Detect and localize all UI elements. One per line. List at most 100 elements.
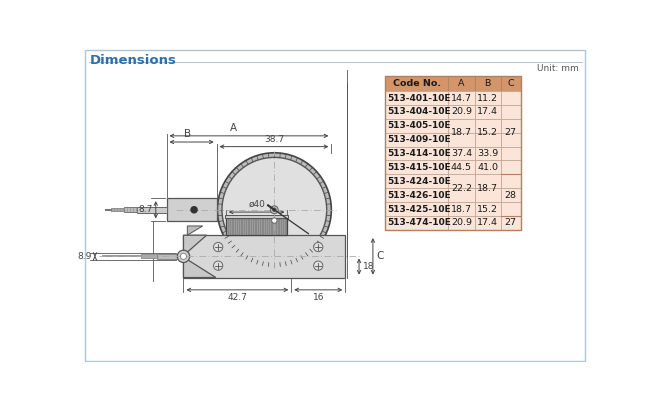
Text: C: C xyxy=(377,252,384,261)
Bar xyxy=(501,188,521,202)
Text: 18.7: 18.7 xyxy=(451,128,472,137)
Text: 33.9: 33.9 xyxy=(477,149,498,158)
Bar xyxy=(385,76,449,91)
Circle shape xyxy=(177,250,190,263)
Text: 20.9: 20.9 xyxy=(451,107,472,116)
Text: 513-426-10E: 513-426-10E xyxy=(388,190,451,200)
Bar xyxy=(385,174,449,188)
Bar xyxy=(501,202,521,216)
Circle shape xyxy=(271,206,278,214)
Bar xyxy=(385,216,449,230)
Text: 513-414-10E: 513-414-10E xyxy=(388,149,451,158)
Bar xyxy=(475,91,501,105)
Text: 18: 18 xyxy=(363,262,374,271)
Bar xyxy=(449,76,475,91)
Bar xyxy=(385,119,449,133)
Bar xyxy=(385,160,449,174)
Bar xyxy=(475,105,501,119)
Bar xyxy=(501,119,521,133)
Bar xyxy=(501,174,521,188)
Polygon shape xyxy=(187,226,203,235)
Bar xyxy=(449,133,475,147)
Bar xyxy=(156,254,184,259)
Text: 15.2: 15.2 xyxy=(477,128,498,137)
Circle shape xyxy=(222,158,327,262)
Text: 513-415-10E: 513-415-10E xyxy=(388,163,451,172)
Bar xyxy=(501,105,521,119)
Bar xyxy=(501,133,521,147)
Polygon shape xyxy=(184,235,216,278)
Text: 22.2: 22.2 xyxy=(451,184,472,193)
Circle shape xyxy=(314,243,323,252)
Bar xyxy=(475,174,501,188)
Bar xyxy=(141,254,156,258)
Text: 27: 27 xyxy=(505,128,517,137)
Text: 513-405-10E: 513-405-10E xyxy=(388,121,451,130)
Bar xyxy=(449,216,475,230)
Text: 28: 28 xyxy=(505,190,517,200)
Text: 41.0: 41.0 xyxy=(477,163,498,172)
Bar xyxy=(501,216,521,230)
Bar xyxy=(385,91,449,105)
Text: 38.7: 38.7 xyxy=(264,135,284,144)
Bar xyxy=(385,202,449,216)
Circle shape xyxy=(273,208,276,211)
Bar xyxy=(385,147,449,160)
Bar xyxy=(167,198,216,221)
Text: 513-425-10E: 513-425-10E xyxy=(388,204,451,214)
Text: 513-409-10E: 513-409-10E xyxy=(388,135,451,144)
Text: 18.7: 18.7 xyxy=(477,184,498,193)
Bar xyxy=(385,105,449,119)
Bar xyxy=(475,147,501,160)
Bar xyxy=(124,208,137,212)
Text: A: A xyxy=(230,123,237,133)
Text: 15.2: 15.2 xyxy=(477,204,498,214)
Bar xyxy=(501,76,521,91)
Circle shape xyxy=(213,243,223,252)
Bar xyxy=(449,160,475,174)
Bar xyxy=(475,216,501,230)
Text: 20.9: 20.9 xyxy=(451,219,472,228)
Text: ø40: ø40 xyxy=(249,200,265,209)
Text: 11.2: 11.2 xyxy=(477,94,498,103)
Bar xyxy=(385,76,521,230)
Bar xyxy=(111,208,124,211)
Text: C: C xyxy=(508,79,514,88)
Text: 14.7: 14.7 xyxy=(451,94,472,103)
Bar xyxy=(449,119,475,133)
Circle shape xyxy=(213,261,223,270)
Text: Dimensions: Dimensions xyxy=(90,54,177,67)
Bar xyxy=(449,147,475,160)
Text: 513-404-10E: 513-404-10E xyxy=(388,107,451,116)
Circle shape xyxy=(314,261,323,270)
Bar xyxy=(226,218,288,235)
Bar xyxy=(184,235,345,278)
Bar xyxy=(475,133,501,147)
Bar xyxy=(501,147,521,160)
Text: 513-424-10E: 513-424-10E xyxy=(388,177,451,186)
Text: 513-401-10E: 513-401-10E xyxy=(388,94,451,103)
Bar xyxy=(449,202,475,216)
Circle shape xyxy=(271,218,277,223)
Bar xyxy=(475,76,501,91)
Text: A: A xyxy=(458,79,465,88)
Bar xyxy=(501,160,521,174)
Bar xyxy=(385,133,449,147)
Bar xyxy=(449,188,475,202)
Text: 17.4: 17.4 xyxy=(477,107,498,116)
Text: 8.7: 8.7 xyxy=(138,205,152,214)
Circle shape xyxy=(181,253,186,259)
Bar xyxy=(449,105,475,119)
Bar xyxy=(475,188,501,202)
Text: 8.9: 8.9 xyxy=(77,252,92,261)
Bar xyxy=(449,91,475,105)
Text: 42.7: 42.7 xyxy=(228,293,247,302)
Text: B: B xyxy=(184,129,191,139)
Text: 17.4: 17.4 xyxy=(477,219,498,228)
Bar xyxy=(449,174,475,188)
Bar xyxy=(475,160,501,174)
Text: Unit: mm: Unit: mm xyxy=(537,64,579,73)
Bar xyxy=(137,207,167,213)
Bar xyxy=(475,202,501,216)
Text: 27: 27 xyxy=(505,219,517,228)
